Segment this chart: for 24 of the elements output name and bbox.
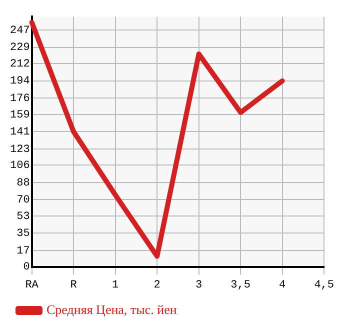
x-tick-label: R (70, 279, 78, 292)
x-tick-label: 3,5 (230, 279, 250, 292)
y-tick-label: 194 (10, 76, 30, 88)
y-tick-label: 141 (10, 126, 30, 139)
x-tick-label: 1 (112, 279, 120, 292)
y-tick-label: 70 (16, 194, 30, 207)
y-tick-label: 17 (16, 245, 30, 258)
y-tick-label: 35 (16, 228, 30, 240)
y-tick-label: 88 (16, 177, 30, 190)
y-tick-label: 229 (10, 42, 30, 54)
y-tick-label: 53 (16, 210, 30, 223)
y-tick-label: 0 (23, 262, 30, 274)
x-tick-label: 4 (279, 279, 286, 292)
y-tick-label: 159 (10, 109, 30, 122)
y-tick-label: 106 (10, 160, 30, 172)
x-tick-label: 2 (154, 279, 160, 292)
x-tick-label: 3 (196, 279, 202, 292)
y-tick-label: 212 (10, 58, 30, 70)
y-tick-label: 247 (10, 24, 30, 37)
y-tick-label: 123 (10, 144, 30, 156)
legend-label: Средняя Цена, тыс. йен (46, 302, 177, 317)
x-tick-label: 4,5 (314, 279, 334, 292)
y-tick-label: 176 (10, 92, 30, 105)
x-tick-label: RA (25, 279, 39, 292)
